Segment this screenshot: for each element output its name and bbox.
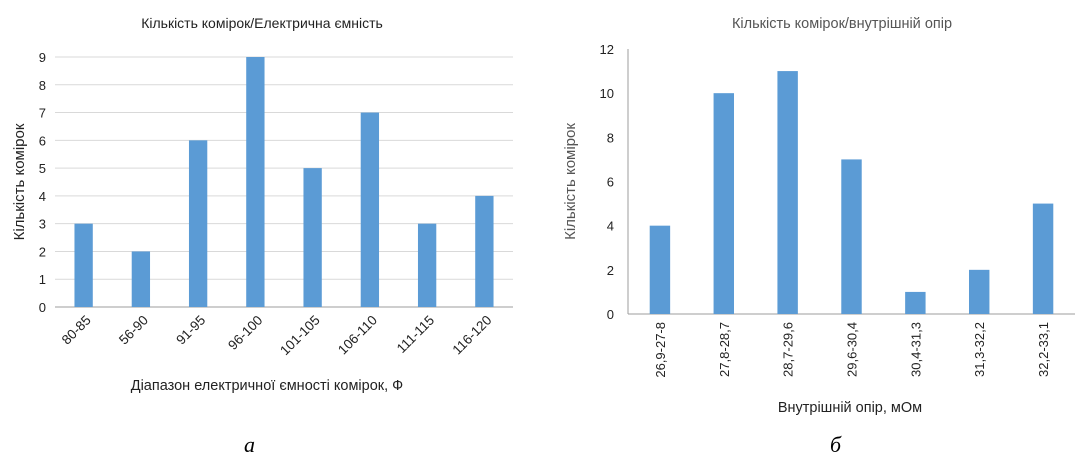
x-tick-label: 91-95 bbox=[173, 313, 208, 348]
bar bbox=[841, 159, 862, 314]
bar bbox=[475, 195, 494, 307]
y-axis-label: Кількість комірок bbox=[562, 123, 579, 240]
y-tick-label: 6 bbox=[607, 175, 614, 190]
x-tick-label: 30,4-31,3 bbox=[908, 322, 923, 377]
bar bbox=[417, 223, 437, 307]
y-tick-label: 0 bbox=[607, 307, 614, 322]
x-axis-label: Діапазон електричної ємності комірок, Ф bbox=[131, 378, 403, 394]
x-tick-label: 31,3-32,2 bbox=[972, 322, 987, 377]
x-tick-label: 106-110 bbox=[335, 313, 380, 358]
x-tick-label: 32,2-33,1 bbox=[1036, 322, 1051, 377]
bar bbox=[777, 71, 798, 314]
x-tick-label: 27,8-28,7 bbox=[717, 322, 732, 377]
bar bbox=[303, 168, 322, 307]
y-tick-label: 8 bbox=[39, 78, 46, 93]
y-tick-label: 12 bbox=[600, 42, 614, 57]
y-tick-label: 3 bbox=[39, 217, 46, 232]
x-tick-label: 101-105 bbox=[277, 313, 323, 359]
y-tick-label: 4 bbox=[607, 219, 614, 234]
bar bbox=[360, 112, 380, 307]
x-tick-label: 116-120 bbox=[450, 313, 495, 358]
x-tick-label: 96-100 bbox=[225, 313, 265, 353]
x-tick-label: 26,9-27-8 bbox=[653, 322, 668, 378]
bar bbox=[713, 93, 735, 315]
y-tick-label: 7 bbox=[39, 106, 46, 121]
y-tick-label: 4 bbox=[39, 189, 46, 204]
y-tick-label: 0 bbox=[39, 300, 46, 315]
y-tick-label: 10 bbox=[600, 86, 614, 101]
bar bbox=[1032, 203, 1054, 314]
y-tick-label: 2 bbox=[607, 263, 614, 278]
x-tick-label: 111-115 bbox=[394, 313, 438, 357]
chart-title: Кількість комірок/внутрішній опір bbox=[732, 16, 952, 32]
bar bbox=[131, 251, 151, 307]
bar bbox=[188, 140, 208, 307]
chart-b-canvas: Кількість комірок/внутрішній опір 0 2 4 6 8 10… bbox=[562, 16, 1075, 416]
y-tick-label: 5 bbox=[39, 161, 46, 176]
bar bbox=[968, 269, 990, 314]
chart-title: Кількість комірок/Електрична ємність bbox=[141, 15, 383, 31]
y-tick-label: 8 bbox=[607, 130, 614, 145]
bar bbox=[74, 223, 93, 307]
x-tick-label: 29,6-30,4 bbox=[845, 322, 860, 377]
y-axis-label: Кількість комірок bbox=[11, 123, 28, 240]
y-tick-label: 1 bbox=[39, 272, 46, 287]
chart-a-caption: а bbox=[244, 432, 255, 457]
chart-a: Кількість комірок/Електрична ємність 0 1 2 3… bbox=[0, 0, 530, 459]
chart-b: Кількість комірок/внутрішній опір 0 2 4 6 8 10… bbox=[545, 0, 1086, 459]
chart-a-canvas: Кількість комірок/Електрична ємність 0 1 2 3… bbox=[11, 15, 513, 394]
x-tick-label: 80-85 bbox=[59, 313, 94, 348]
bar bbox=[246, 57, 265, 307]
x-axis-label: Внутрішній опір, мОм bbox=[778, 400, 922, 416]
y-tick-label: 6 bbox=[39, 133, 46, 148]
bar bbox=[649, 225, 671, 314]
bar bbox=[905, 291, 926, 314]
y-tick-label: 2 bbox=[39, 244, 46, 259]
x-tick-label: 56-90 bbox=[116, 313, 151, 348]
x-tick-label: 28,7-29,6 bbox=[781, 322, 796, 377]
chart-b-caption: б bbox=[830, 432, 842, 457]
y-tick-label: 9 bbox=[39, 50, 46, 65]
